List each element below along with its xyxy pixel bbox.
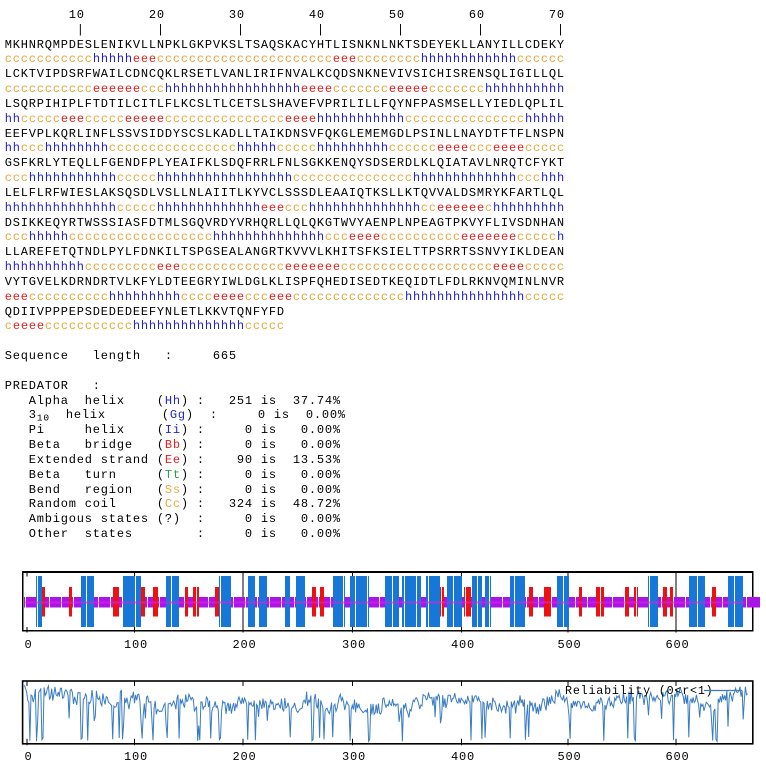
svg-text:200: 200 bbox=[232, 638, 256, 652]
svg-text:600: 600 bbox=[665, 638, 689, 652]
svg-text:200: 200 bbox=[232, 750, 256, 764]
svg-text:500: 500 bbox=[557, 750, 581, 764]
svg-text:400: 400 bbox=[451, 750, 475, 764]
svg-text:0: 0 bbox=[24, 750, 32, 764]
svg-text:300: 300 bbox=[342, 638, 366, 652]
svg-text:0: 0 bbox=[24, 638, 32, 652]
svg-text:600: 600 bbox=[665, 750, 689, 764]
svg-text:Reliability (0<r<1): Reliability (0<r<1) bbox=[565, 684, 713, 698]
svg-text:300: 300 bbox=[342, 750, 366, 764]
svg-text:500: 500 bbox=[557, 638, 581, 652]
svg-text:100: 100 bbox=[124, 750, 148, 764]
svg-text:400: 400 bbox=[451, 638, 475, 652]
svg-text:100: 100 bbox=[124, 638, 148, 652]
